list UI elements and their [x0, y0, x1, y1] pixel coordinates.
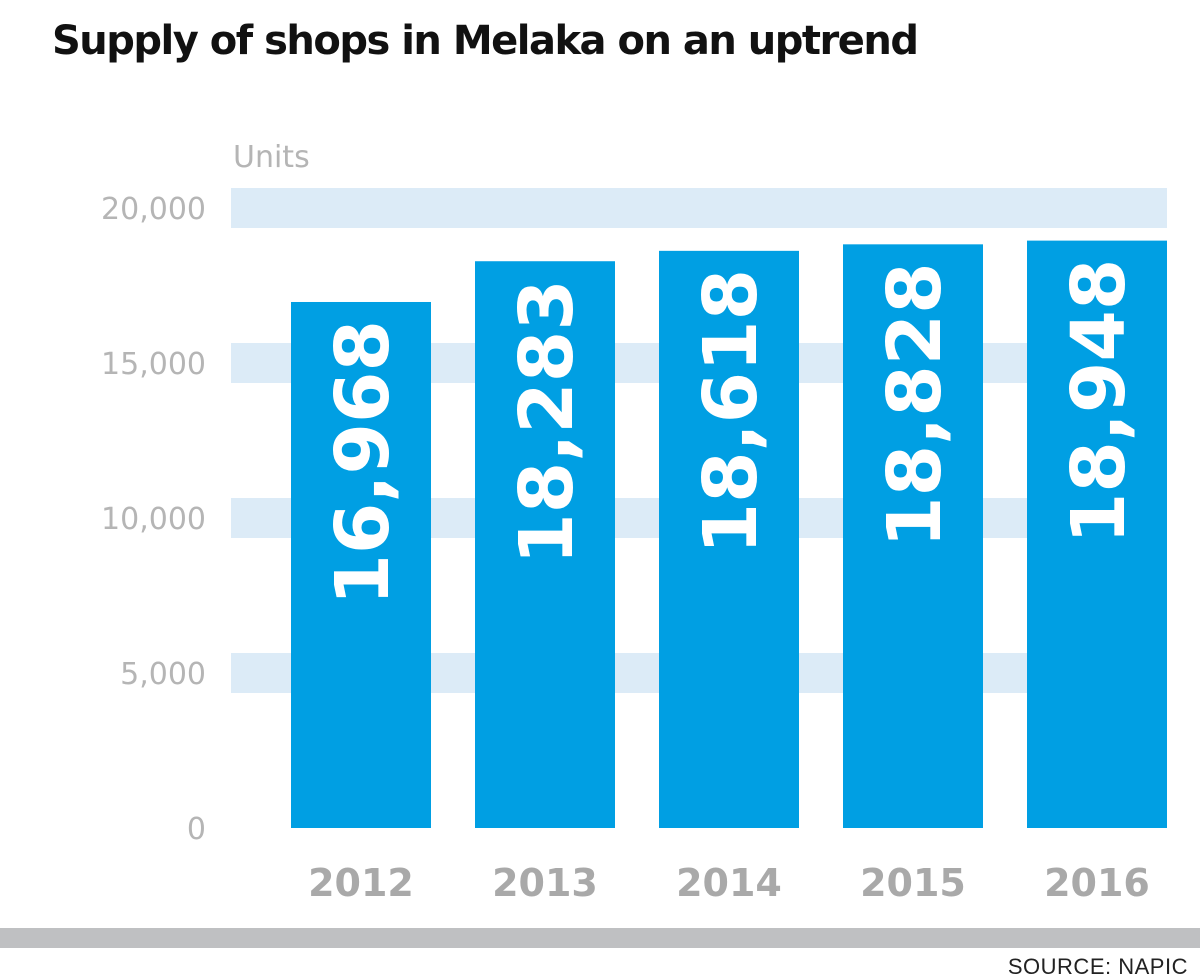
- x-tick-label: 2016: [1044, 861, 1150, 905]
- bar-value-label: 16,968: [320, 320, 406, 606]
- bar-2015: [843, 244, 983, 828]
- bar-value-label: 18,828: [872, 262, 958, 548]
- x-tick-label: 2013: [492, 861, 598, 905]
- y-tick-label: 5,000: [120, 657, 206, 692]
- y-tick-label: 15,000: [101, 347, 206, 382]
- y-tick-label: 10,000: [101, 502, 206, 537]
- source-value: NAPIC: [1118, 954, 1188, 979]
- bar-2012: [291, 301, 431, 828]
- y-axis-label: Units: [233, 140, 310, 175]
- footer-strip: [0, 928, 1200, 948]
- x-tick-label: 2014: [676, 861, 782, 905]
- bar-2013: [475, 261, 615, 828]
- y-tick-label: 0: [187, 812, 206, 847]
- bar-value-label: 18,618: [688, 269, 774, 555]
- bar-value-label: 18,948: [1056, 259, 1142, 545]
- bar-2014: [659, 250, 799, 829]
- bar-chart: 0 5,000 10,000 15,000 20,000 Units 16,968 2012 1…: [101, 140, 1167, 905]
- x-tick-label: 2015: [860, 861, 966, 905]
- bar-2016: [1027, 240, 1167, 828]
- chart-title: Supply of shops in Melaka on an uptrend: [52, 18, 919, 64]
- grid-band: [231, 188, 1167, 228]
- y-tick-label: 20,000: [101, 192, 206, 227]
- bar-value-label: 18,283: [504, 279, 590, 565]
- source-label: SOURCE:: [1007, 954, 1112, 979]
- footer-bar: SOURCE: NAPIC: [0, 928, 1200, 980]
- source-note: SOURCE: NAPIC: [1008, 954, 1188, 980]
- x-tick-label: 2012: [308, 861, 414, 905]
